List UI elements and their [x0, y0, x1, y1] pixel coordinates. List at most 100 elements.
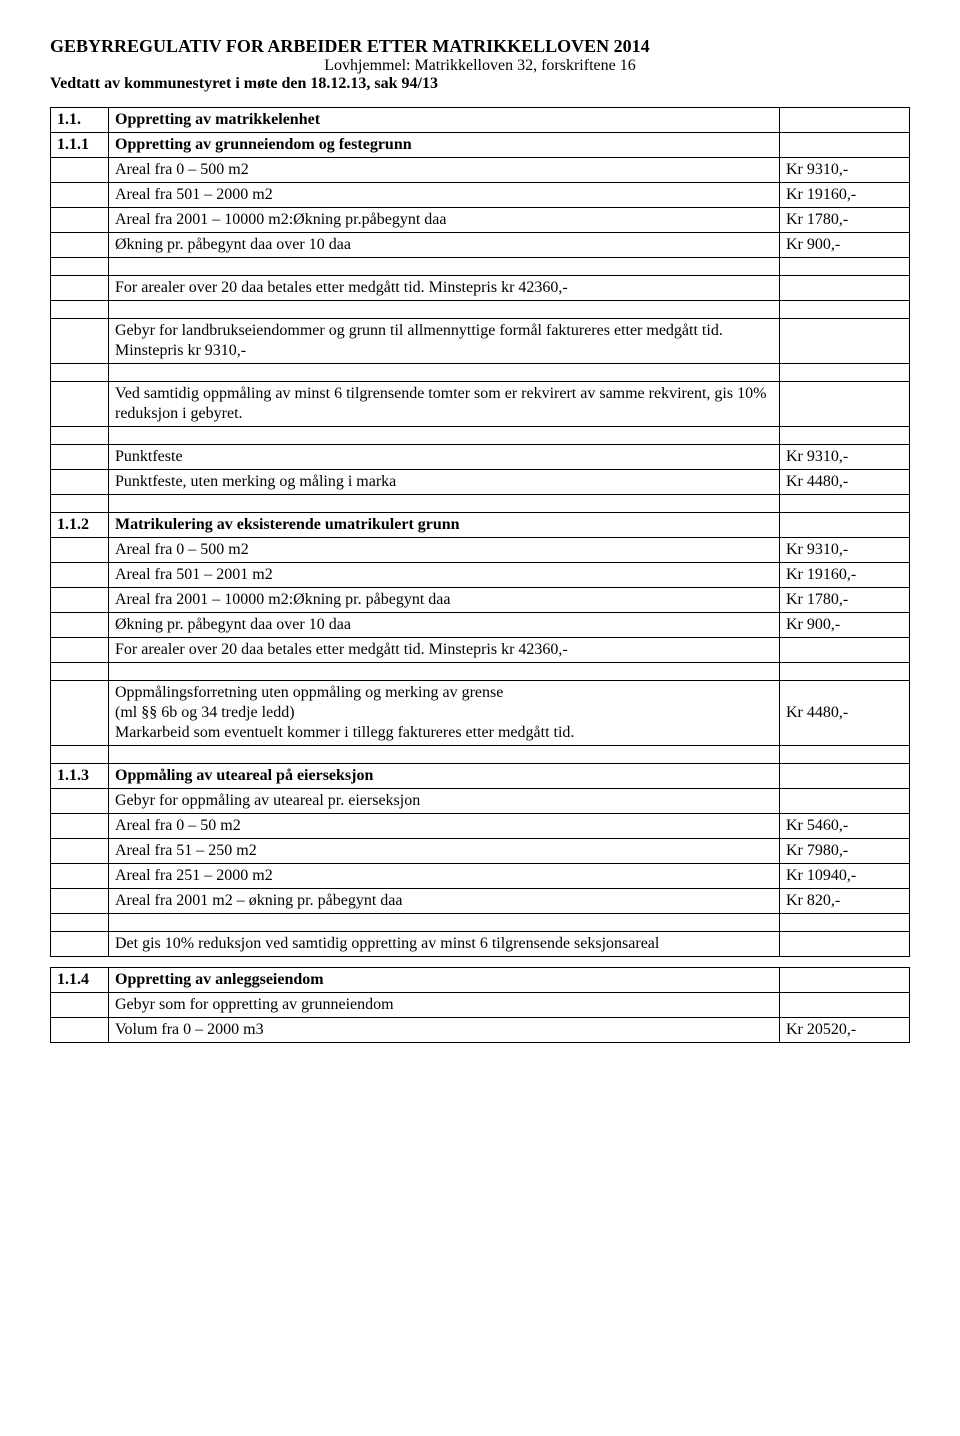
cell [51, 233, 109, 258]
price-cell [780, 133, 910, 158]
table-row: Økning pr. påbegynt daa over 10 daa Kr 9… [51, 613, 910, 638]
adopted-line: Vedtatt av kommunestyret i møte den 18.1… [50, 75, 910, 93]
cell [51, 470, 109, 495]
cell [51, 839, 109, 864]
cell [51, 563, 109, 588]
section-1-1-header: 1.1. Oppretting av matrikkelenhet [51, 108, 910, 133]
row-label: Gebyr som for oppretting av grunneiendom [109, 993, 780, 1018]
row-label: For arealer over 20 daa betales etter me… [109, 638, 780, 663]
note-text: Oppmålingsforretning uten oppmåling og m… [109, 681, 780, 746]
spacer-row [51, 258, 910, 276]
cell [51, 814, 109, 839]
cell [51, 889, 109, 914]
cell [51, 681, 109, 746]
cell [51, 932, 109, 957]
cell [51, 638, 109, 663]
note-line: (ml §§ 6b og 34 tredje ledd) [115, 704, 295, 721]
section-1-1-1-header: 1.1.1 Oppretting av grunneiendom og fest… [51, 133, 910, 158]
table-row: Gebyr for oppmåling av uteareal pr. eier… [51, 789, 910, 814]
row-label: Punktfeste [109, 445, 780, 470]
table-row: Areal fra 2001 – 10000 m2:Økning pr. påb… [51, 588, 910, 613]
row-price: Kr 20520,- [780, 1018, 910, 1043]
section-title: Oppretting av grunneiendom og festegrunn [109, 133, 780, 158]
row-price: Kr 5460,- [780, 814, 910, 839]
price-cell [780, 932, 910, 957]
cell [51, 276, 109, 301]
table-row: Volum fra 0 – 2000 m3 Kr 20520,- [51, 1018, 910, 1043]
cell [51, 319, 109, 364]
note-line: Oppmålingsforretning uten oppmåling og m… [115, 684, 503, 701]
spacer-row [51, 495, 910, 513]
section-num: 1.1.1 [51, 133, 109, 158]
section-1-1-3-header: 1.1.3 Oppmåling av uteareal på eierseksj… [51, 764, 910, 789]
spacer-row [51, 663, 910, 681]
section-title: Matrikulering av eksisterende umatrikule… [109, 513, 780, 538]
price-cell [780, 789, 910, 814]
price-cell [780, 319, 910, 364]
price-cell [780, 108, 910, 133]
table-row: Areal fra 501 – 2000 m2 Kr 19160,- [51, 183, 910, 208]
row-price [780, 638, 910, 663]
spacer-row [51, 427, 910, 445]
table-row: Areal fra 0 – 500 m2 Kr 9310,- [51, 158, 910, 183]
fee-table-main: 1.1. Oppretting av matrikkelenhet 1.1.1 … [50, 107, 910, 957]
cell [51, 538, 109, 563]
row-price: Kr 1780,- [780, 588, 910, 613]
row-label: Areal fra 501 – 2000 m2 [109, 183, 780, 208]
row-price: Kr 19160,- [780, 563, 910, 588]
row-price: Kr 9310,- [780, 158, 910, 183]
table-row: Økning pr. påbegynt daa over 10 daa Kr 9… [51, 233, 910, 258]
row-price: Kr 7980,- [780, 839, 910, 864]
row-price: Kr 4480,- [780, 470, 910, 495]
row-label: Areal fra 51 – 250 m2 [109, 839, 780, 864]
spacer-row [51, 301, 910, 319]
note-price: Kr 4480,- [786, 704, 848, 721]
row-label: Økning pr. påbegynt daa over 10 daa [109, 233, 780, 258]
table-row: Areal fra 2001 m2 – økning pr. påbegynt … [51, 889, 910, 914]
section-num: 1.1.3 [51, 764, 109, 789]
row-price: Kr 1780,- [780, 208, 910, 233]
price-cell [780, 382, 910, 427]
spacer-row [51, 914, 910, 932]
section-num: 1.1. [51, 108, 109, 133]
section-title: Oppmåling av uteareal på eierseksjon [109, 764, 780, 789]
price-cell [780, 513, 910, 538]
price-cell [780, 968, 910, 993]
note-text: For arealer over 20 daa betales etter me… [109, 276, 780, 301]
section-title: Oppretting av anleggseiendom [109, 968, 780, 993]
cell [51, 158, 109, 183]
section-num: 1.1.4 [51, 968, 109, 993]
table-row: Areal fra 501 – 2001 m2 Kr 19160,- [51, 563, 910, 588]
note-row: Ved samtidig oppmåling av minst 6 tilgre… [51, 382, 910, 427]
spacer-row [51, 746, 910, 764]
row-price: Kr 9310,- [780, 538, 910, 563]
price-cell [780, 993, 910, 1018]
header-block: GEBYRREGULATIV FOR ARBEIDER ETTER MATRIK… [50, 36, 910, 93]
row-label: Areal fra 2001 – 10000 m2:Økning pr.påbe… [109, 208, 780, 233]
note-text: Ved samtidig oppmåling av minst 6 tilgre… [109, 382, 780, 427]
cell [51, 789, 109, 814]
section-num: 1.1.2 [51, 513, 109, 538]
row-price: Kr 19160,- [780, 183, 910, 208]
row-label: Areal fra 0 – 50 m2 [109, 814, 780, 839]
row-label: Volum fra 0 – 2000 m3 [109, 1018, 780, 1043]
note-row: For arealer over 20 daa betales etter me… [51, 276, 910, 301]
row-price: Kr 10940,- [780, 864, 910, 889]
cell [51, 993, 109, 1018]
table-row: Areal fra 0 – 50 m2 Kr 5460,- [51, 814, 910, 839]
section-1-1-4-header: 1.1.4 Oppretting av anleggseiendom [51, 968, 910, 993]
spacer-row [51, 364, 910, 382]
row-label: Punktfeste, uten merking og måling i mar… [109, 470, 780, 495]
row-label: Økning pr. påbegynt daa over 10 daa [109, 613, 780, 638]
note-line: Markarbeid som eventuelt kommer i tilleg… [115, 724, 574, 741]
cell [51, 183, 109, 208]
cell [51, 382, 109, 427]
table-row: Punktfeste Kr 9310,- [51, 445, 910, 470]
subtitle: Lovhjemmel: Matrikkelloven 32, forskrift… [50, 57, 910, 75]
cell [51, 445, 109, 470]
note-text: Gebyr for landbrukseiendommer og grunn t… [109, 319, 780, 364]
row-label: Areal fra 2001 – 10000 m2:Økning pr. påb… [109, 588, 780, 613]
table-row: For arealer over 20 daa betales etter me… [51, 638, 910, 663]
note-text: Det gis 10% reduksjon ved samtidig oppre… [109, 932, 780, 957]
fee-table-114: 1.1.4 Oppretting av anleggseiendom Gebyr… [50, 967, 910, 1043]
